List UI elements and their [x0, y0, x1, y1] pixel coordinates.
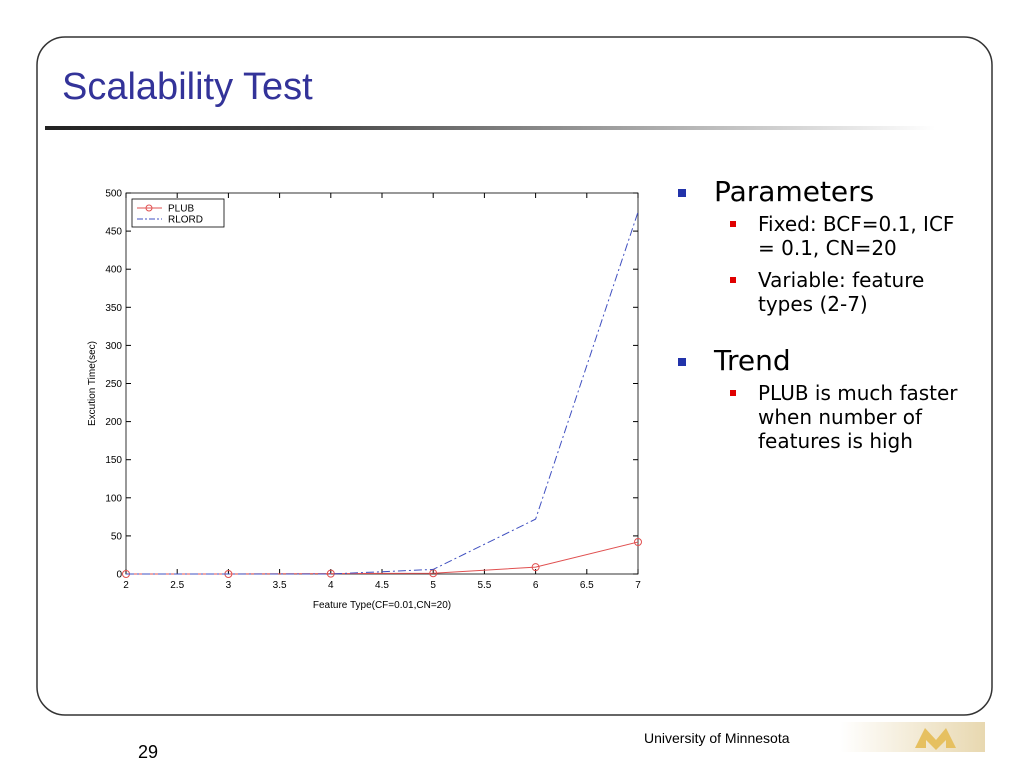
x-tick-label: 4 [328, 580, 334, 591]
bullet-group: Trend PLUB is much faster when number of … [678, 344, 968, 453]
legend-box [131, 198, 225, 228]
y-tick-label: 250 [105, 379, 122, 390]
sub-bullet: Variable: feature types (2-7) [678, 268, 958, 316]
y-tick-label: 50 [111, 531, 123, 542]
x-tick-label: 7 [635, 580, 641, 591]
y-tick-label: 500 [105, 189, 122, 200]
logo [915, 728, 956, 750]
x-tick-label: 2.5 [170, 580, 184, 591]
x-tick-label: 5.5 [477, 580, 491, 591]
chart: 0 50 100 150 200 250 300 350 400 450 500 2 2.5 3 3.5 4 4… [83, 172, 642, 612]
footer: University of Minnesota [644, 730, 790, 746]
border [36, 36, 993, 716]
page-number: 29 [138, 742, 159, 762]
y-tick-label: 400 [105, 265, 122, 276]
title-rule [45, 126, 935, 130]
logo-band [840, 722, 985, 752]
x-tick-label: 2 [123, 580, 129, 591]
sub-bullet: PLUB is much faster when number of featu… [678, 381, 958, 453]
title: Scalability Test [62, 66, 313, 108]
bullet: Parameters [678, 175, 968, 208]
x-tick-label: 5 [430, 580, 436, 591]
bullet: Trend [678, 344, 968, 377]
bullet-list: Parameters Fixed: BCF=0.1, ICF = 0.1, CN=… [678, 175, 968, 481]
legend-marker [145, 204, 153, 212]
marker [634, 537, 642, 546]
x-tick-label: 3.5 [273, 580, 287, 591]
x-tick-label: 4.5 [375, 580, 389, 591]
chart-bg [83, 172, 640, 612]
y-axis-label: Excution Time(sec) [87, 341, 98, 426]
y-tick-label: 300 [105, 341, 122, 352]
bullet-group: Parameters Fixed: BCF=0.1, ICF = 0.1, CN=… [678, 175, 968, 316]
x-tick-label: 6.5 [580, 580, 594, 591]
sub-bullet: Fixed: BCF=0.1, ICF = 0.1, CN=20 [678, 212, 958, 260]
series-line [126, 211, 639, 575]
x-tick-label: 3 [226, 580, 232, 591]
marker [531, 563, 540, 572]
y-tick-label: 450 [105, 227, 122, 238]
legend-label: PLUB [168, 204, 194, 215]
y-tick-label: 150 [105, 455, 122, 466]
x-axis-label: Feature Type(CF=0.01,CN=20) [313, 600, 451, 611]
y-tick-label: 350 [105, 303, 122, 314]
y-tick-label: 0 [116, 570, 122, 581]
legend-label: RLORD [168, 215, 203, 226]
y-tick-label: 200 [105, 417, 122, 428]
x-tick-label: 6 [533, 580, 539, 591]
y-tick-label: 100 [105, 493, 122, 504]
